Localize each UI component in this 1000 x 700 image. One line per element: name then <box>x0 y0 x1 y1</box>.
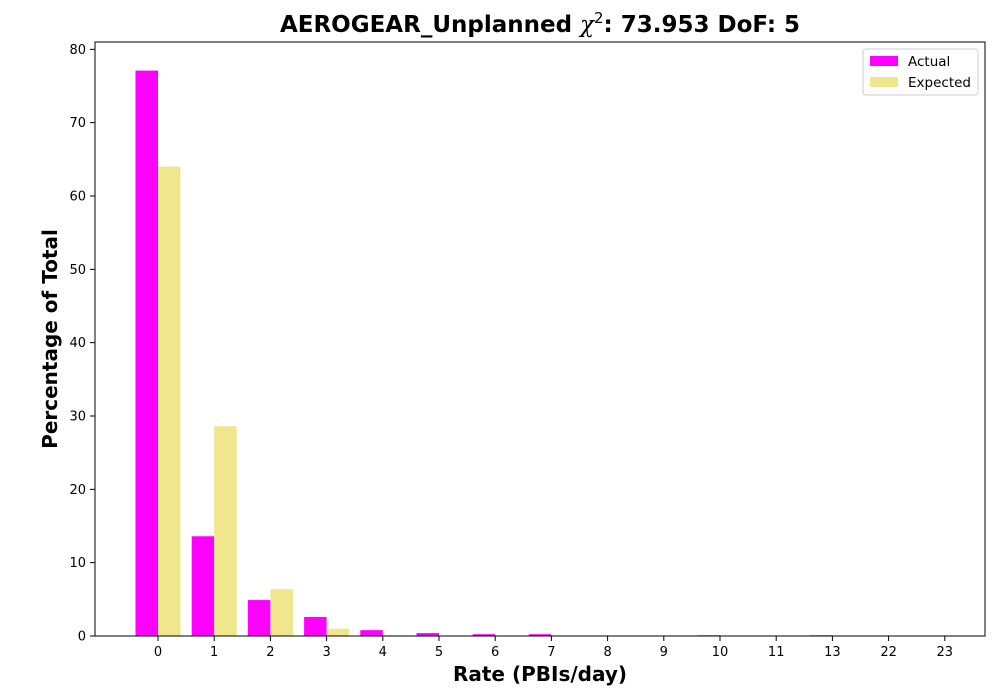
y-tick-label: 40 <box>69 336 86 351</box>
y-tick-label: 20 <box>69 483 86 498</box>
bar-actual-7 <box>528 634 552 636</box>
bar-actual-3 <box>304 616 327 636</box>
plot-frame <box>94 41 986 637</box>
y-tick-label: 70 <box>69 116 86 131</box>
bar-expected-1 <box>214 426 237 636</box>
legend-label-actual: Actual <box>908 54 950 70</box>
y-tick-label: 60 <box>69 190 86 205</box>
y-tick-label: 50 <box>69 263 86 278</box>
bar-actual-4 <box>360 630 383 636</box>
x-tick-label: 1 <box>210 645 218 660</box>
y-tick-label: 80 <box>69 43 86 58</box>
x-tick-label: 6 <box>491 645 499 660</box>
x-tick-label: 3 <box>322 645 330 660</box>
x-tick-label: 13 <box>824 645 841 660</box>
legend-swatch-actual <box>870 56 898 66</box>
bar-actual-1 <box>191 536 215 636</box>
x-tick-label: 4 <box>379 645 387 660</box>
x-axis-title: Rate (PBIs/day) <box>453 662 627 686</box>
title-suffix: : 73.953 DoF: 5 <box>604 12 801 38</box>
bar-actual-5 <box>416 633 439 636</box>
title-chi-sup: 2 <box>594 9 604 27</box>
title-prefix: AEROGEAR_Unplanned <box>280 12 572 38</box>
chart-title: AEROGEAR_Unplanned χ2: 73.953 DoF: 5 <box>280 9 800 38</box>
legend: Actual Expected <box>862 48 979 96</box>
x-tick-label: 5 <box>435 645 443 660</box>
title-chi: χ <box>578 12 596 38</box>
bar-actual-0 <box>135 70 158 637</box>
x-tick-label: 10 <box>712 645 729 660</box>
y-tick-label: 0 <box>78 630 86 645</box>
bar-expected-3 <box>326 628 350 636</box>
y-tick-label: 10 <box>69 556 86 571</box>
x-tick-label: 7 <box>547 645 555 660</box>
legend-swatch-expected <box>870 77 898 87</box>
bar-expected-0 <box>158 166 181 636</box>
bar-actual-6 <box>472 634 496 636</box>
bar-actual-2 <box>247 600 271 636</box>
y-tick-label: 30 <box>69 410 86 425</box>
x-tick-label: 0 <box>154 645 162 660</box>
bar-expected-2 <box>270 589 293 636</box>
x-tick-label: 11 <box>768 645 785 660</box>
x-tick-label: 8 <box>603 645 611 660</box>
x-tick-label: 23 <box>937 645 954 660</box>
x-tick-label: 2 <box>266 645 274 660</box>
x-tick-label: 9 <box>660 645 668 660</box>
y-axis-title: Percentage of Total <box>38 229 62 449</box>
legend-label-expected: Expected <box>908 75 971 91</box>
x-tick-label: 22 <box>880 645 897 660</box>
bars-group <box>135 70 833 637</box>
